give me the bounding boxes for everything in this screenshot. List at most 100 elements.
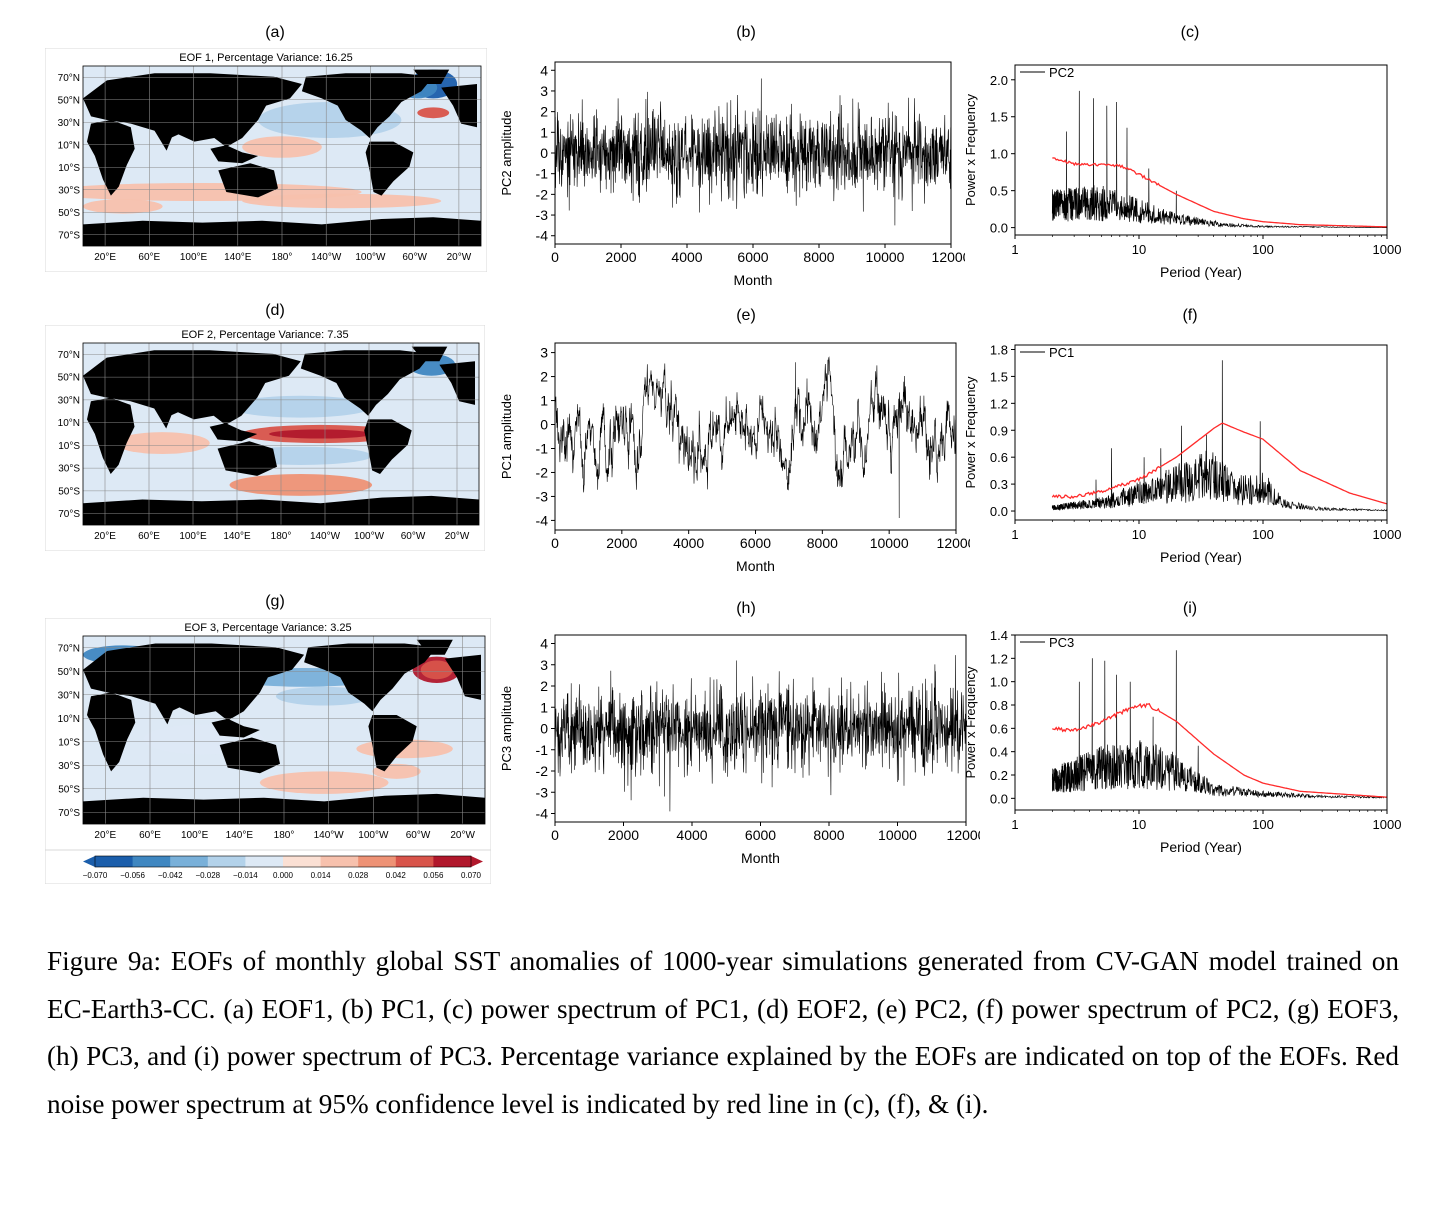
lat-tick-label: 30°N <box>58 690 80 701</box>
eof3-map: EOF 3, Percentage Variance: 3.25 20°E 60°E… <box>45 618 491 850</box>
lat-tick-label: 10°N <box>58 418 80 429</box>
land-mass <box>218 163 278 198</box>
lat-tick-label: 30°S <box>58 761 80 772</box>
lat-tick-label: 50°N <box>58 373 80 384</box>
lon-tick-label: 100°W <box>354 531 385 542</box>
y-tick-label: -4 <box>536 228 549 244</box>
land-mass <box>154 130 175 151</box>
sst-anomaly-patch <box>83 199 163 214</box>
land-mass <box>87 397 135 474</box>
y-tick-label: -3 <box>536 488 549 504</box>
power-spectrum-line <box>1051 650 1388 799</box>
panel-label-h: (h) <box>736 600 756 617</box>
colorbar-swatch <box>245 856 284 867</box>
x-tick-label: 4000 <box>671 249 702 265</box>
y-tick-label: 4 <box>540 636 548 652</box>
y-axis-label: Power x Frequency <box>963 94 978 206</box>
x-tick-label: 100 <box>1252 817 1274 832</box>
y-tick-label: 0.6 <box>990 450 1008 465</box>
lon-tick-label: 60°E <box>138 252 160 263</box>
land-mass <box>87 120 135 196</box>
land-mass <box>364 419 412 474</box>
y-tick-label: -3 <box>536 784 549 800</box>
land-mass <box>217 441 277 476</box>
lon-tick-label: 140°E <box>226 830 254 841</box>
y-tick-label: -1 <box>536 742 549 758</box>
lat-tick-label: 30°N <box>58 118 80 129</box>
colorbar: −0.070 −0.056 −0.042 −0.028 −0.014 0.000 0.014… <box>45 850 491 884</box>
lat-tick-label: 70°N <box>58 73 80 84</box>
lat-tick-label: 50°N <box>58 667 80 678</box>
lon-tick-label: 60°E <box>139 830 161 841</box>
lon-tick-label: 20°W <box>445 531 470 542</box>
x-tick-label: 0 <box>551 249 559 265</box>
colorbar-tick-label: −0.028 <box>195 871 220 880</box>
lon-tick-label: 20°E <box>94 531 116 542</box>
colorbar-swatch <box>320 856 359 867</box>
y-tick-label: 3 <box>540 345 548 361</box>
lon-tick-label: 180° <box>271 531 292 542</box>
pc3-timeseries-chart: 43210-1-2-3-4020004000600080001000012000… <box>499 634 980 866</box>
y-axis-label: PC1 amplitude <box>499 394 514 479</box>
y-tick-label: 1 <box>540 393 548 409</box>
legend-label: PC2 <box>1049 65 1074 80</box>
panel-label-c: (c) <box>1180 24 1200 41</box>
land-mass <box>83 350 301 425</box>
x-tick-label: 8000 <box>807 535 838 551</box>
colorbar-outline <box>94 855 472 868</box>
colorbar-swatch <box>170 856 209 867</box>
pc-timeseries-line <box>554 655 967 812</box>
pc1-timeseries-chart: 3210-1-2-3-4020004000600080001000012000M… <box>499 342 970 574</box>
y-tick-label: 1.5 <box>990 110 1008 125</box>
sst-anomaly-patch <box>114 432 210 455</box>
lat-tick-label: 50°S <box>58 208 80 219</box>
colorbar-swatch <box>207 856 246 867</box>
lon-tick-label: 100°E <box>179 531 207 542</box>
y-tick-label: 1.5 <box>990 369 1008 384</box>
y-axis-label: Power x Frequency <box>963 666 978 778</box>
panel-label-f: (f) <box>1182 307 1198 324</box>
y-tick-label: -1 <box>536 440 549 456</box>
lon-tick-label: 60°W <box>402 252 427 263</box>
lat-tick-label: 70°S <box>58 808 80 819</box>
y-tick-label: 2 <box>540 104 548 120</box>
y-tick-label: 4 <box>540 62 548 78</box>
colorbar-tick-label: −0.070 <box>83 871 108 880</box>
colorbar-tick-label: 0.056 <box>423 871 444 880</box>
colorbar-left-arrow <box>83 856 95 867</box>
lon-tick-label: 60°E <box>138 531 160 542</box>
power-spectrum-line <box>1051 90 1387 229</box>
land-mass <box>304 643 437 712</box>
y-tick-label: 0.2 <box>990 768 1008 783</box>
x-tick-label: 10000 <box>870 535 909 551</box>
lon-tick-label: 20°E <box>94 252 116 263</box>
y-tick-label: 0.3 <box>990 477 1008 492</box>
pc2-timeseries-chart: 43210-1-2-3-4020004000600080001000012000… <box>499 61 965 288</box>
panel-label-g: (g) <box>265 593 285 610</box>
y-tick-label: 1.8 <box>990 342 1008 357</box>
y-tick-label: 0.0 <box>990 504 1008 519</box>
x-tick-label: 10000 <box>866 249 905 265</box>
x-tick-label: 10 <box>1132 527 1146 542</box>
pc3-spectrum-chart: 1.4 1.2 1.0 0.8 0.6 0.4 0.2 0.01 10 100 1000 Period… <box>963 628 1401 855</box>
x-tick-label: 1 <box>1011 242 1018 257</box>
eof1-map: EOF 1, Percentage Variance: 16.25 20°E 60°… <box>45 48 487 272</box>
y-tick-label: 1.2 <box>990 651 1008 666</box>
y-tick-label: 2.0 <box>990 73 1008 88</box>
lon-tick-label: 180° <box>274 830 295 841</box>
x-tick-label: 6000 <box>740 535 771 551</box>
y-tick-label: 0.0 <box>990 221 1008 236</box>
y-tick-label: 0.6 <box>990 721 1008 736</box>
land-mass <box>300 350 432 416</box>
x-tick-label: 10 <box>1132 242 1146 257</box>
lon-tick-label: 140°W <box>310 531 341 542</box>
y-tick-label: 0 <box>540 145 548 161</box>
lat-tick-label: 10°N <box>58 140 80 151</box>
power-spectrum-line <box>1051 360 1388 512</box>
map-border <box>82 65 482 247</box>
pc-timeseries-line <box>554 356 957 519</box>
y-tick-label: 3 <box>540 657 548 673</box>
x-tick-label: 8000 <box>803 249 834 265</box>
sst-anomaly-patch <box>242 193 442 209</box>
sst-anomaly-patch <box>229 474 373 496</box>
